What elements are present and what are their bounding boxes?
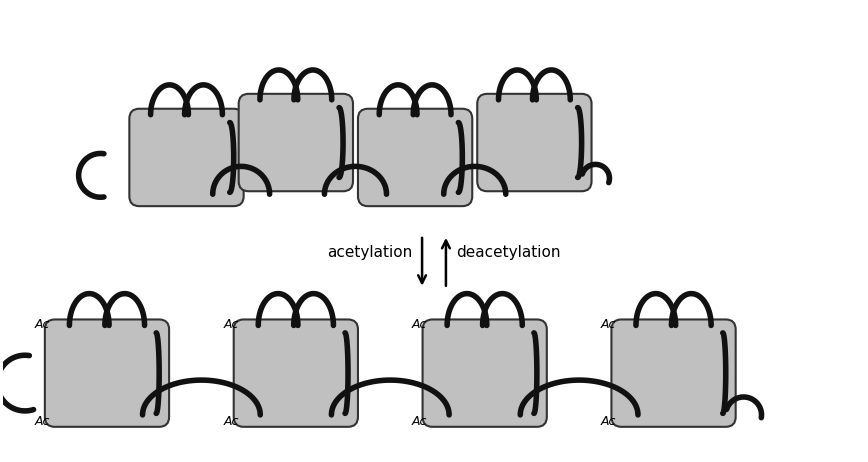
Text: Ac: Ac [35, 318, 49, 331]
Text: Ac: Ac [223, 318, 239, 331]
Text: deacetylation: deacetylation [456, 245, 561, 261]
FancyBboxPatch shape [239, 94, 353, 191]
Text: Ac: Ac [412, 318, 428, 331]
Text: Ac: Ac [35, 415, 49, 428]
FancyBboxPatch shape [477, 94, 592, 191]
Text: acetylation: acetylation [327, 245, 412, 261]
FancyBboxPatch shape [611, 319, 736, 427]
Text: Ac: Ac [223, 415, 239, 428]
Text: Ac: Ac [601, 318, 616, 331]
FancyBboxPatch shape [45, 319, 169, 427]
FancyBboxPatch shape [233, 319, 358, 427]
Text: Ac: Ac [412, 415, 428, 428]
Text: Ac: Ac [601, 415, 616, 428]
FancyBboxPatch shape [423, 319, 547, 427]
FancyBboxPatch shape [129, 109, 244, 206]
FancyBboxPatch shape [358, 109, 472, 206]
